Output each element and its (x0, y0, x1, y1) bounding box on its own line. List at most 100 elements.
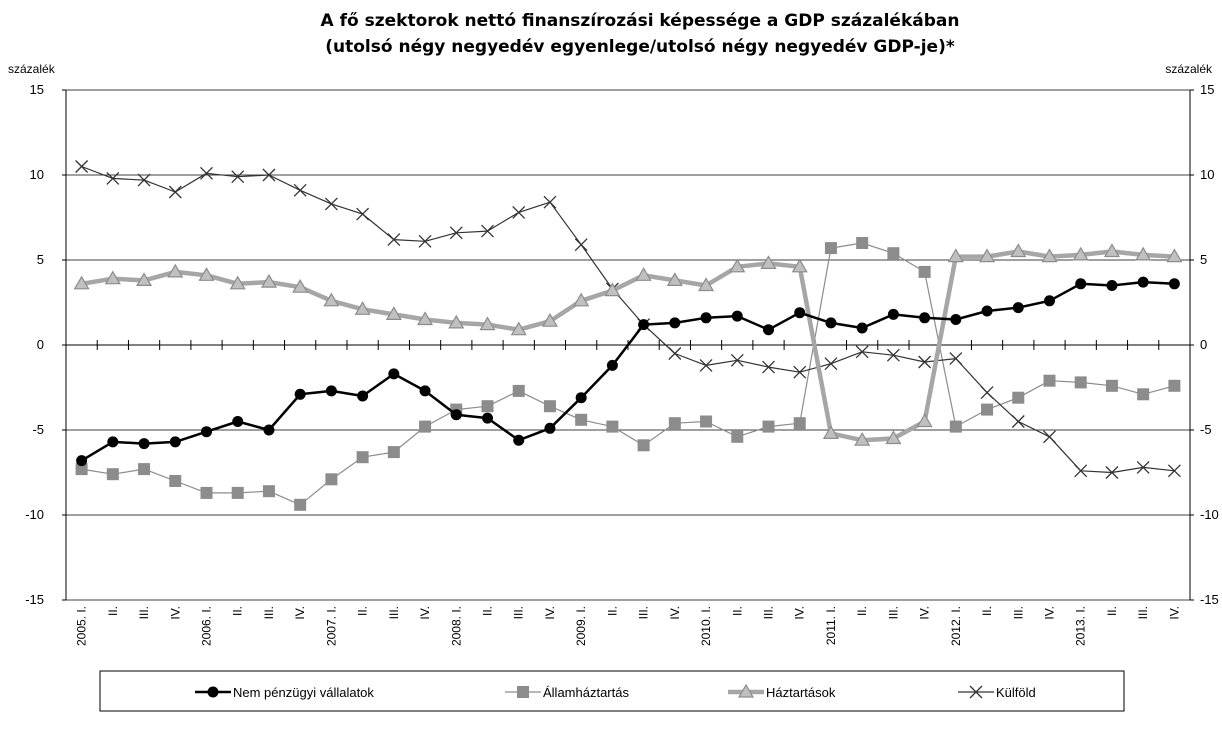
series-2-point-7 (292, 279, 309, 293)
series-1-point-18 (637, 439, 650, 452)
x-tick-label-5: II. (231, 606, 245, 616)
series-3-point-16 (574, 238, 588, 252)
series-3-point-6 (262, 168, 276, 182)
series-0-point-24 (825, 317, 837, 329)
series-3-point-21 (730, 353, 744, 367)
x-tick-label-2: III. (137, 606, 151, 619)
series-0-point-22 (763, 324, 774, 336)
series-1-point-5 (231, 486, 244, 499)
series-1-point-0 (75, 463, 88, 476)
series-0-point-34 (1137, 276, 1149, 288)
series-3-point-11 (418, 234, 432, 248)
legend-swatch-marker-1 (517, 686, 529, 698)
series-3-point-25 (855, 345, 869, 359)
series-3-point-24 (824, 357, 838, 371)
x-tick-label-28: 2012. I. (949, 606, 963, 646)
series-2-point-6 (260, 273, 277, 288)
series-1-point-8 (325, 473, 338, 486)
series-3-point-7 (293, 183, 307, 197)
series-1-point-15 (543, 400, 556, 413)
series-1-point-24 (824, 242, 837, 255)
x-tick-label-30: III. (1011, 606, 1025, 619)
series-1-point-1 (106, 468, 119, 481)
series-1-point-30 (1012, 391, 1025, 404)
series-3-point-23 (793, 365, 807, 379)
x-tick-label-20: 2010. I. (699, 606, 713, 646)
series-1-point-2 (138, 463, 151, 476)
series-2-point-16 (573, 292, 590, 307)
series-1-point-9 (356, 451, 369, 464)
x-tick-label-4: 2006. I. (200, 606, 214, 646)
series-0-point-35 (1168, 278, 1180, 290)
series-0-point-9 (357, 390, 369, 402)
y-tick-left-label-3: 0 (37, 337, 44, 352)
series-1-point-4 (200, 486, 213, 499)
series-1-point-27 (918, 265, 931, 278)
legend-item-0: Nem pénzügyi vállalatok (195, 685, 374, 700)
x-tick-label-7: IV. (293, 606, 307, 620)
series-1 (75, 237, 1181, 511)
series-3-point-15 (543, 195, 557, 209)
x-tick-label-21: II. (730, 606, 744, 616)
series-1-point-23 (793, 417, 806, 430)
y-tick-right-label-4: 5 (1200, 252, 1207, 267)
series-0-point-1 (107, 436, 119, 448)
series-layer (73, 160, 1183, 511)
series-1-point-20 (700, 415, 713, 428)
gridlines (66, 89, 1190, 601)
x-tick-label-24: 2011. I. (824, 606, 838, 645)
series-0-point-31 (1044, 295, 1055, 307)
series-2-point-31 (1041, 248, 1058, 263)
legend: Nem pénzügyi vállalatok Államháztartás Ház… (195, 683, 1036, 700)
series-2-line (81, 249, 1175, 443)
series-0-point-12 (450, 409, 462, 421)
x-tick-label-11: IV. (418, 606, 432, 620)
series-0-point-17 (606, 359, 618, 371)
series-3-point-9 (356, 207, 370, 221)
x-tick-label-9: II. (356, 606, 370, 616)
series-2-point-27 (916, 413, 933, 428)
x-tick-label-3: IV. (168, 606, 182, 620)
series-3-point-4 (200, 166, 213, 180)
y-tick-right-label-6: 15 (1200, 82, 1214, 97)
series-0 (76, 276, 1180, 467)
series-0-point-16 (575, 392, 587, 404)
x-tick-label-26: III. (886, 606, 900, 619)
series-2-point-12 (448, 314, 465, 329)
series-2-point-10 (385, 306, 402, 320)
x-tick-label-23: IV. (793, 606, 807, 620)
y-tick-left-label-0: -15 (25, 592, 44, 607)
series-0-point-25 (856, 322, 868, 334)
y-tick-left-label-2: -5 (32, 422, 44, 437)
legend-label-1: Államháztartás (543, 685, 629, 700)
y-tick-left-label-5: 10 (30, 167, 44, 182)
series-2-point-15 (541, 313, 558, 327)
y-tick-right-label-2: -5 (1200, 422, 1212, 437)
series-3-point-22 (762, 360, 775, 374)
series-1-point-21 (731, 430, 744, 443)
series-2-point-1 (104, 270, 121, 285)
series-2-point-20 (698, 277, 715, 292)
series-2-point-17 (604, 282, 621, 297)
x-tick-label-14: III. (512, 606, 526, 619)
y-tick-left-label-1: -10 (25, 507, 44, 522)
series-2-point-19 (666, 272, 683, 286)
legend-swatch-marker-2 (737, 683, 755, 698)
series-2-point-22 (760, 255, 777, 269)
series-0-point-23 (794, 307, 806, 319)
y-axis-right: -15 -10 -5 0 5 10 15 (1190, 82, 1219, 607)
series-3-point-10 (387, 233, 401, 247)
series-3-point-5 (231, 170, 245, 184)
legend-item-2: Háztartások (728, 683, 836, 700)
legend-item-1: Államháztartás (505, 685, 629, 700)
legend-item-3: Külföld (958, 685, 1036, 700)
series-2-point-14 (510, 321, 527, 336)
series-3-line (81, 165, 1175, 474)
y-tick-right-label-1: -10 (1200, 507, 1219, 522)
series-0-point-7 (294, 388, 306, 400)
series-1-point-35 (1168, 379, 1181, 392)
x-tick-label-13: II. (481, 606, 495, 616)
y-tick-left-label-4: 5 (37, 252, 44, 267)
series-0-point-13 (482, 412, 493, 424)
series-2-point-3 (167, 263, 184, 278)
